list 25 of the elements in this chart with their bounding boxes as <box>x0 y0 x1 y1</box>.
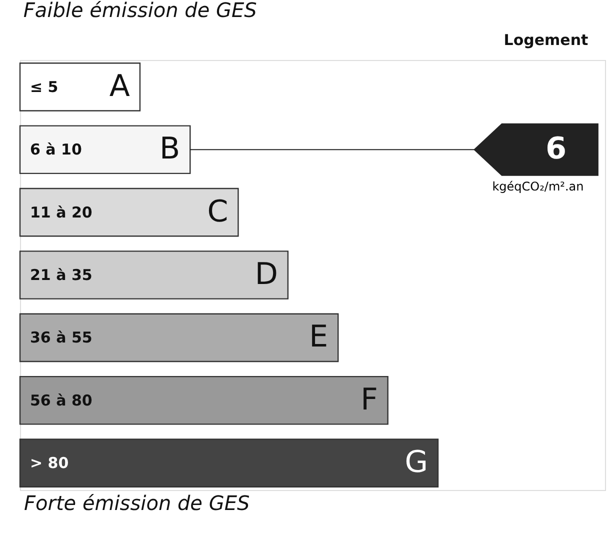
ref-line-label: 6 <box>546 132 566 167</box>
annotation: 56 à 80 <box>30 391 92 410</box>
text: Logement <box>504 31 588 49</box>
y-tick-label: F <box>360 382 378 418</box>
text: kgéqCO₂/m².an <box>492 180 584 194</box>
y-tick-label: G <box>404 445 428 480</box>
y-tick-label: D <box>254 257 278 292</box>
text: Forte émission de GES <box>24 491 250 515</box>
annotation: 11 à 20 <box>30 203 92 222</box>
annotation: ≤ 5 <box>30 78 58 96</box>
bar <box>19 313 339 362</box>
y-tick-label: E <box>309 320 328 355</box>
annotation: 6 à 10 <box>30 140 82 159</box>
bar <box>19 62 141 112</box>
bar <box>19 250 289 300</box>
bar <box>19 125 191 174</box>
y-tick-label: C <box>207 194 228 230</box>
chart-title: Faible émission de GES <box>23 0 258 22</box>
y-tick-label: A <box>109 68 130 104</box>
y-tick-label: B <box>160 132 180 167</box>
bar <box>19 376 388 425</box>
bar <box>19 438 439 488</box>
annotation: > 80 <box>30 454 69 472</box>
annotation: 21 à 35 <box>30 266 92 284</box>
annotation: 36 à 55 <box>30 328 92 347</box>
